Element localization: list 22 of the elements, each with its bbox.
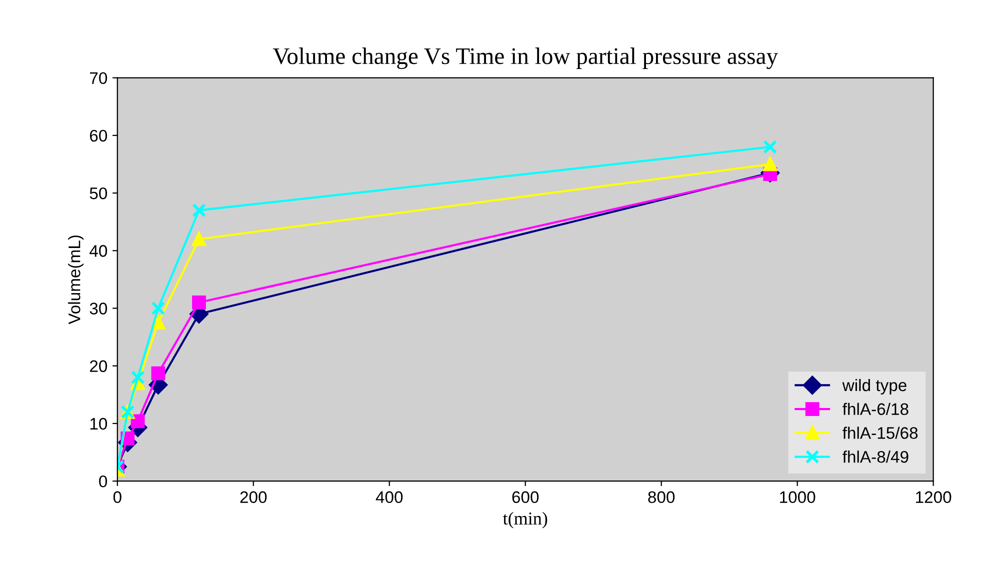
x-tick-label: 600 bbox=[512, 491, 539, 504]
legend-label: fhlA-8/49 bbox=[842, 450, 908, 463]
y-tick-label: 10 bbox=[90, 418, 108, 430]
y-tick-label: 50 bbox=[90, 187, 108, 200]
x-tick-label: 800 bbox=[648, 491, 675, 504]
y-tick-label: 40 bbox=[90, 245, 108, 257]
x-tick-label: 400 bbox=[376, 491, 403, 504]
y-tick-label: 70 bbox=[90, 72, 108, 84]
legend-label: fhlA-6/18 bbox=[842, 402, 908, 416]
y-tick-label: 30 bbox=[90, 302, 108, 314]
y-tick-label: 60 bbox=[90, 130, 108, 142]
y-axis-title: Volume(mL) bbox=[68, 236, 84, 324]
x-tick-label: 1200 bbox=[916, 491, 952, 504]
legend-label: wild type bbox=[842, 378, 906, 394]
x-axis-title: t(min) bbox=[502, 512, 548, 528]
x-tick-label: 200 bbox=[240, 491, 267, 504]
y-tick-label: 20 bbox=[90, 360, 108, 372]
chart-title: Volume change Vs Time in low partial pressure assay bbox=[272, 48, 778, 70]
x-tick-label: 0 bbox=[113, 491, 122, 504]
legend-label: fhlA-15/68 bbox=[842, 426, 918, 439]
x-tick-label: 1000 bbox=[780, 491, 816, 504]
y-tick-label: 0 bbox=[99, 475, 108, 488]
